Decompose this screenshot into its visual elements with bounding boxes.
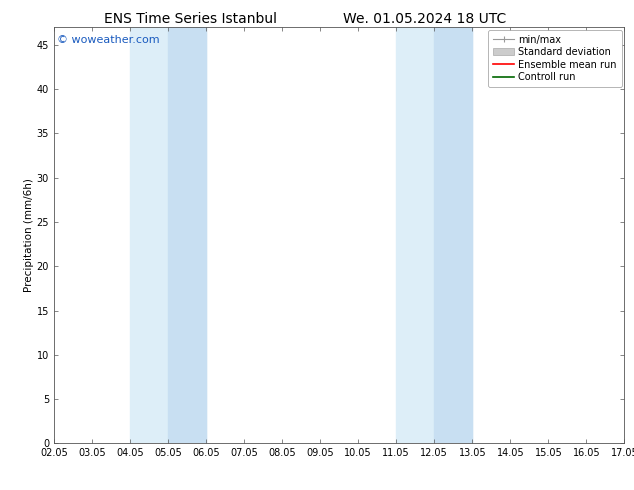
Bar xyxy=(168,27,206,443)
Text: We. 01.05.2024 18 UTC: We. 01.05.2024 18 UTC xyxy=(343,12,507,26)
Text: © woweather.com: © woweather.com xyxy=(57,35,159,45)
Bar xyxy=(396,27,472,443)
Y-axis label: Precipitation (mm/6h): Precipitation (mm/6h) xyxy=(23,178,34,292)
Bar xyxy=(130,27,206,443)
Text: ENS Time Series Istanbul: ENS Time Series Istanbul xyxy=(104,12,276,26)
Legend: min/max, Standard deviation, Ensemble mean run, Controll run: min/max, Standard deviation, Ensemble me… xyxy=(488,30,621,87)
Bar xyxy=(434,27,472,443)
